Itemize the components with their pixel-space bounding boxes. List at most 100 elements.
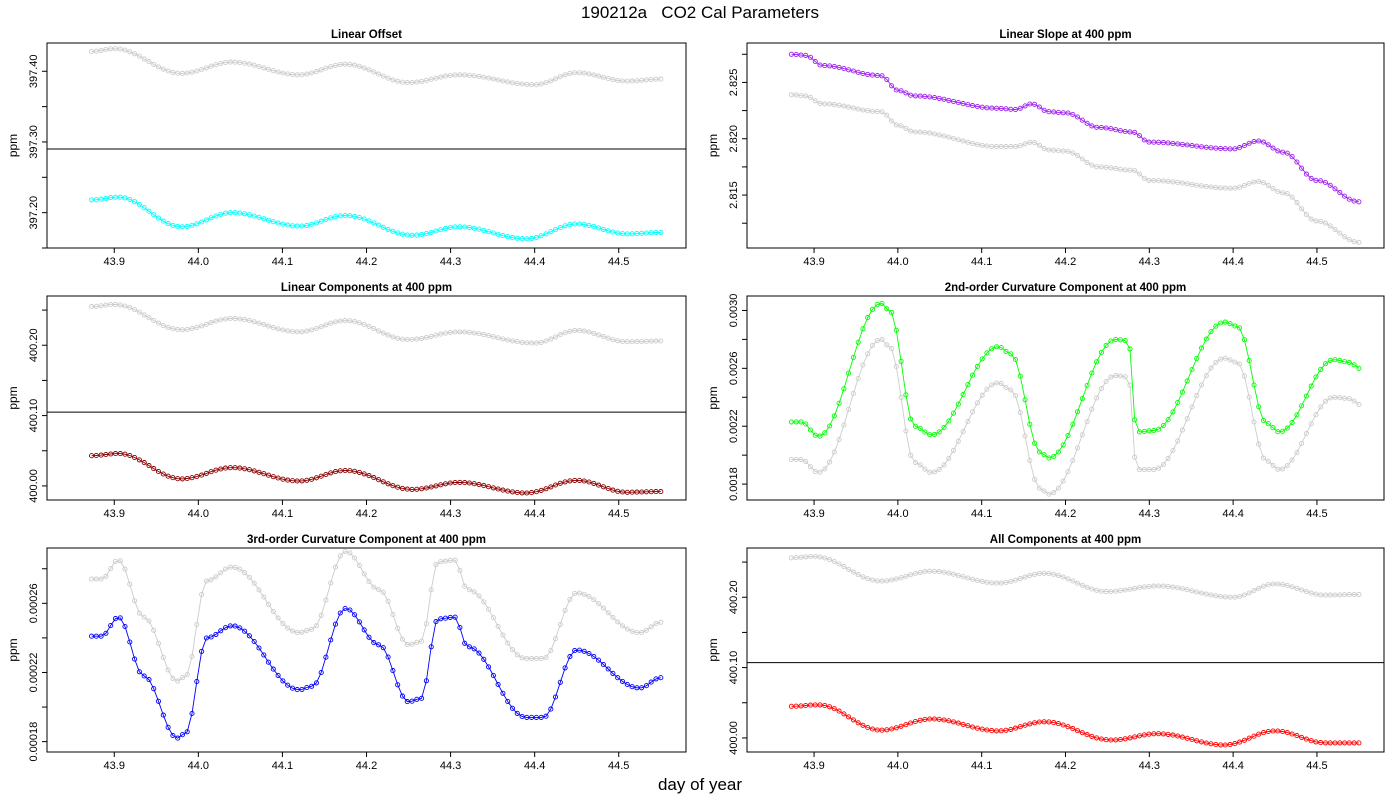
chart-4-series-0-point-113	[629, 628, 635, 634]
chart-3-series-0-point-84	[1189, 404, 1195, 410]
chart-4-series-0-point-14	[155, 640, 162, 646]
chart-1-series-1-point-116	[1342, 193, 1348, 199]
chart-1-series-0-point-26	[912, 129, 918, 135]
chart-5-series-0-point-75	[1146, 583, 1152, 589]
chart-0-series-0-point-92	[529, 82, 535, 88]
chart-3-series-0-point-106	[1294, 449, 1300, 456]
chart-0-series-1-point-47	[313, 220, 319, 226]
chart-1-series-0-point-9	[831, 102, 837, 108]
chart-1-series-0-point-84	[1189, 181, 1195, 188]
chart-3-series-1-point-46	[1008, 351, 1014, 357]
chart-4-series-0-point-93	[533, 656, 539, 662]
chart-0-series-0-point-53	[342, 61, 348, 67]
chart-0-series-1-point-59	[371, 220, 377, 226]
chart-0-series-1-point-90	[519, 236, 525, 242]
chart-3-series-1-point-36	[960, 392, 966, 398]
chart-3-series-1-point-78	[1160, 422, 1166, 429]
chart-2-series-1-point-60	[376, 477, 382, 483]
chart-3-series-0-point-59	[1070, 457, 1076, 464]
chart-4-series-0-point-21	[189, 653, 195, 660]
chart-1-series-0-point-2	[798, 93, 804, 99]
chart-5-series-1-point-106	[1294, 733, 1300, 739]
chart-4-series-0-point-73	[438, 559, 444, 565]
chart-3-series-0-point-16	[865, 351, 871, 357]
chart-5-series-0-point-113	[1327, 592, 1333, 598]
chart-4-series-1-point-119	[658, 675, 664, 681]
chart-0-series-1-point-15	[160, 218, 166, 224]
chart-5-series-1-point-93	[1232, 741, 1238, 747]
chart-2-series-1-point-96	[548, 484, 554, 490]
chart-3-series-1-point-14	[855, 339, 861, 345]
chart-2-series-1-point-77	[457, 479, 463, 485]
chart-5-series-0-point-114	[1332, 592, 1338, 598]
chart-5-series-1-point-32	[941, 717, 947, 723]
chart-5-series-0-point-101	[1270, 581, 1276, 587]
chart-1-series-0-point-107	[1299, 206, 1305, 212]
chart-5-series-1-point-6	[817, 702, 823, 708]
chart-2-series-0-point-105	[591, 330, 597, 336]
chart-5-series-1-point-58	[1065, 724, 1071, 730]
chart-1-series-0-point-109	[1308, 216, 1314, 222]
chart-5-series-0-point-15	[860, 574, 866, 580]
chart-0-series-1-point-2	[98, 196, 104, 202]
chart-1-xtick-label-1: 44.0	[887, 256, 908, 268]
chart-2-series-0-point-65	[399, 336, 406, 342]
chart-0-series-0-point-8	[127, 49, 133, 55]
chart-2-series-1-point-26	[213, 467, 219, 473]
chart-0-series-0-point-35	[256, 63, 262, 70]
chart-0-series-1-point-70	[423, 231, 429, 237]
chart-0-series-0-point-25	[208, 63, 214, 69]
chart-2-series-0-point-81	[476, 331, 482, 337]
chart-3-series-0-point-119	[1356, 401, 1362, 408]
chart-3-series-1-point-94	[1237, 325, 1243, 331]
chart-0-series-1-point-6	[117, 194, 123, 200]
chart-2-series-1-point-19	[179, 476, 185, 482]
chart-3-series-0-point-101	[1270, 462, 1276, 468]
chart-0-series-0-point-10	[136, 53, 142, 59]
chart-4-frame	[46, 547, 687, 753]
chart-3-series-0-point-85	[1194, 393, 1200, 399]
chart-0-series-0-point-77	[457, 72, 463, 78]
chart-3-series-0-point-61	[1079, 432, 1085, 438]
chart-3-series-0-point-4	[807, 464, 814, 470]
chart-3-series-0-point-102	[1275, 466, 1281, 472]
chart-1-series-1-point-55	[1051, 109, 1057, 115]
chart-1-series-0-point-68	[1113, 166, 1119, 172]
chart-0-series-0-point-91	[524, 81, 530, 87]
chart-4-series-1-point-21	[189, 710, 195, 717]
chart-4-series-1-point-93	[533, 714, 539, 720]
chart-1-series-1-point-84	[1189, 143, 1195, 149]
chart-3-series-0-point-12	[846, 406, 852, 412]
chart-4-series-1-point-102	[576, 647, 583, 653]
chart-0-series-0-point-55	[352, 62, 358, 68]
panel-3rd-order-curvature: 3rd-order Curvature Component at 400 ppm…	[6, 534, 687, 772]
chart-1-series-0-point-73	[1136, 171, 1143, 177]
chart-0-series-0-point-87	[505, 79, 511, 85]
chart-3-series-1-point-19	[879, 300, 885, 306]
chart-1-series-0-point-40	[979, 142, 985, 148]
chart-5-series-1-point-87	[1203, 740, 1209, 746]
chart-4-series-0-point-77	[457, 567, 463, 573]
chart-1-series-1-point-79	[1165, 140, 1171, 146]
chart-1-series-1-point-51	[1032, 101, 1038, 107]
chart-4-series-0-point-22	[194, 621, 200, 628]
chart-2-series-0-point-67	[409, 336, 415, 343]
chart-3-series-0-point-104	[1284, 463, 1290, 469]
chart-2-series-0-point-10	[136, 309, 142, 315]
chart-3-ytick-label-1: 0.0022	[728, 409, 740, 443]
chart-4-xtick-label-6: 44.5	[608, 760, 629, 772]
chart-4-series-1-point-64	[395, 682, 401, 688]
chart-4-series-1-point-105	[591, 653, 597, 660]
chart-3-series-0-point-9	[831, 449, 837, 455]
chart-5-series-1-point-90	[1218, 742, 1224, 748]
chart-5-ytick-label-0: 400.00	[728, 721, 740, 755]
chart-0-series-1-point-80	[471, 225, 477, 231]
chart-4-series-1-point-54	[347, 607, 353, 613]
chart-3-xtick-label-2: 44.1	[971, 508, 992, 520]
chart-1-series-1-point-62	[1084, 120, 1090, 126]
chart-3-series-0-point-108	[1303, 431, 1309, 437]
chart-1-series-0-point-47	[1012, 144, 1019, 150]
chart-0-series-0-point-5	[112, 46, 119, 52]
chart-4-series-0-point-85	[495, 623, 501, 630]
